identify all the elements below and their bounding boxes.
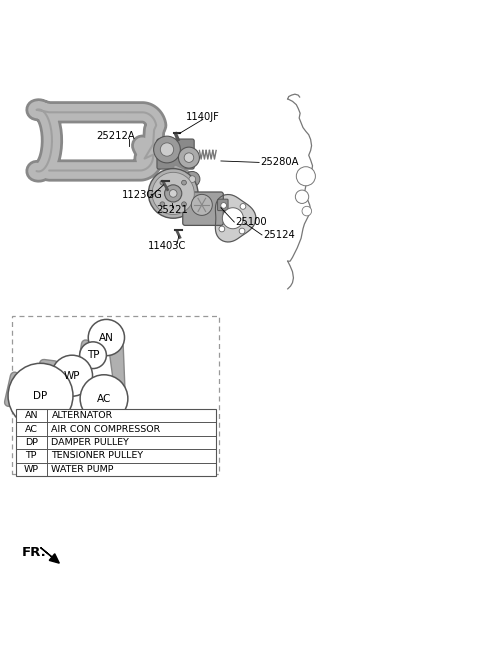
Circle shape — [179, 147, 199, 168]
Circle shape — [88, 319, 124, 356]
Text: AN: AN — [24, 411, 38, 420]
Text: DP: DP — [34, 391, 48, 401]
Circle shape — [295, 190, 309, 203]
Circle shape — [181, 180, 186, 185]
Text: WP: WP — [24, 464, 39, 474]
Text: AC: AC — [24, 424, 38, 434]
Circle shape — [222, 208, 243, 229]
Circle shape — [165, 185, 182, 202]
Circle shape — [169, 190, 177, 197]
Text: TP: TP — [25, 451, 37, 461]
FancyArrow shape — [40, 548, 60, 564]
Text: 1123GG: 1123GG — [122, 190, 163, 200]
Circle shape — [160, 180, 165, 185]
Text: DAMPER PULLEY: DAMPER PULLEY — [51, 438, 130, 447]
Circle shape — [80, 375, 128, 422]
Text: 11403C: 11403C — [148, 241, 187, 251]
Text: TP: TP — [87, 350, 99, 360]
FancyBboxPatch shape — [183, 192, 223, 226]
Bar — [16, 409, 216, 476]
Text: 25100: 25100 — [235, 217, 267, 227]
Circle shape — [148, 169, 198, 218]
FancyBboxPatch shape — [157, 139, 194, 169]
Circle shape — [160, 202, 165, 207]
Circle shape — [184, 153, 194, 163]
Text: 25221: 25221 — [156, 205, 188, 215]
Circle shape — [51, 355, 93, 396]
Text: AN: AN — [99, 333, 114, 342]
Polygon shape — [216, 195, 256, 242]
Text: DP: DP — [24, 438, 38, 447]
Text: 25212A: 25212A — [96, 131, 135, 140]
Circle shape — [302, 206, 312, 216]
Circle shape — [189, 176, 196, 182]
Circle shape — [80, 342, 107, 369]
Circle shape — [221, 203, 227, 209]
FancyBboxPatch shape — [217, 199, 228, 211]
Circle shape — [219, 226, 225, 232]
Text: FR.: FR. — [22, 546, 46, 559]
Circle shape — [154, 136, 180, 163]
Text: WP: WP — [64, 371, 80, 380]
Circle shape — [160, 143, 174, 156]
Circle shape — [152, 173, 194, 215]
Circle shape — [8, 363, 73, 428]
Text: 1140JF: 1140JF — [186, 112, 220, 121]
Text: 25280A: 25280A — [260, 157, 299, 167]
Circle shape — [296, 167, 315, 186]
Text: AIR CON COMPRESSOR: AIR CON COMPRESSOR — [51, 424, 161, 434]
Text: TENSIONER PULLEY: TENSIONER PULLEY — [51, 451, 144, 461]
Text: ALTERNATOR: ALTERNATOR — [51, 411, 113, 420]
Circle shape — [239, 228, 245, 234]
Bar — [12, 316, 219, 474]
Text: 25124: 25124 — [263, 230, 295, 240]
Circle shape — [192, 194, 212, 215]
Circle shape — [240, 203, 246, 209]
Text: AC: AC — [97, 394, 111, 403]
Text: WATER PUMP: WATER PUMP — [51, 464, 114, 474]
Circle shape — [185, 171, 200, 187]
Circle shape — [181, 202, 186, 207]
